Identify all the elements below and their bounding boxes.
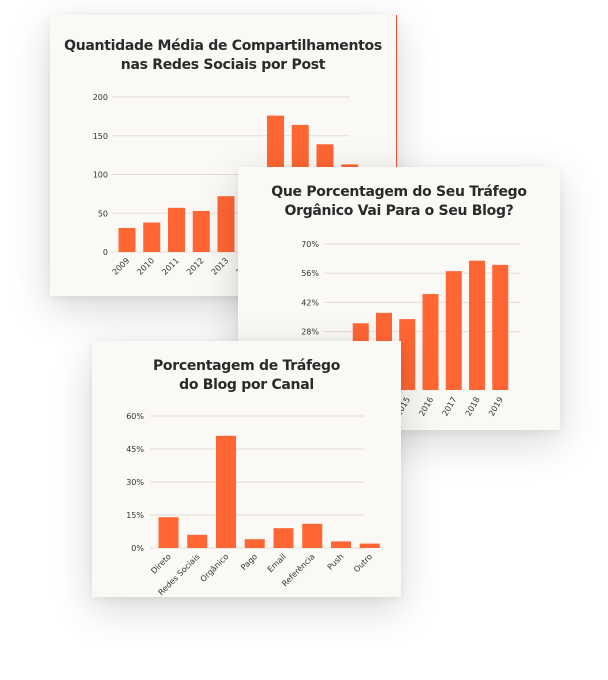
x-tick-label: Orgânico xyxy=(199,552,231,584)
bar xyxy=(118,227,136,252)
x-tick-label: 2009 xyxy=(111,256,132,277)
x-tick-label: Push xyxy=(326,552,346,572)
bar xyxy=(143,222,161,252)
bar xyxy=(492,264,509,390)
y-tick-label: 50 xyxy=(98,209,108,218)
bar xyxy=(445,271,462,390)
x-tick-label: 2016 xyxy=(417,396,435,418)
chart-title-line-1: Que Porcentagem do Seu Tráfego xyxy=(271,184,527,200)
x-tick-label: Pago xyxy=(239,552,259,572)
chart-title-line-2: Orgânico Vai Para o Seu Blog? xyxy=(284,203,514,219)
y-tick-label: 56% xyxy=(301,269,319,278)
chart-title-line-2: do Blog por Canal xyxy=(179,377,314,393)
chart-title-line-1: Quantidade Média de Compartilhamentos xyxy=(64,38,382,54)
chart-title-line-1: Porcentagem de Tráfego xyxy=(152,358,341,374)
y-tick-label: 100 xyxy=(93,171,108,180)
bar xyxy=(168,207,185,252)
x-tick-label: 2019 xyxy=(487,396,505,418)
bar xyxy=(399,319,416,390)
bar xyxy=(187,534,208,548)
y-tick-label: 0 xyxy=(103,248,108,257)
x-tick-label: 2017 xyxy=(441,396,459,418)
y-tick-label: 30% xyxy=(126,478,144,487)
x-tick-label: 2013 xyxy=(210,256,231,277)
chart-card-traffic-by-channel: Porcentagem de Tráfego do Blog por Canal… xyxy=(92,341,401,597)
bar xyxy=(158,517,179,548)
y-tick-label: 45% xyxy=(126,445,144,454)
bar xyxy=(192,210,210,252)
y-tick-label: 28% xyxy=(301,328,319,337)
bar xyxy=(331,541,351,548)
y-tick-label: 0% xyxy=(131,544,144,553)
x-tick-label: 2011 xyxy=(160,256,181,277)
y-tick-label: 60% xyxy=(126,412,144,421)
bar xyxy=(359,543,380,548)
x-tick-label: 2018 xyxy=(464,396,482,418)
bar xyxy=(273,528,294,548)
bar xyxy=(217,196,235,252)
bar xyxy=(422,294,439,390)
bar xyxy=(469,260,485,390)
y-tick-label: 42% xyxy=(301,298,319,307)
x-tick-label: Direto xyxy=(149,552,173,576)
bar xyxy=(216,435,236,548)
x-tick-label: 2010 xyxy=(135,256,156,277)
chart-title: Que Porcentagem do Seu Tráfego Orgânico … xyxy=(238,183,560,221)
bar xyxy=(244,539,265,548)
x-tick-label: 2012 xyxy=(185,256,206,277)
bar xyxy=(302,523,323,548)
y-tick-label: 150 xyxy=(93,132,108,141)
chart-title-line-2: nas Redes Sociais por Post xyxy=(120,57,326,73)
y-tick-label: 200 xyxy=(93,93,108,102)
x-tick-label: Email xyxy=(266,552,288,574)
y-tick-label: 70% xyxy=(301,240,319,249)
y-tick-label: 15% xyxy=(126,511,144,520)
chart-title: Porcentagem de Tráfego do Blog por Canal xyxy=(92,357,401,395)
x-tick-label: Outro xyxy=(352,552,374,574)
chart-title: Quantidade Média de Compartilhamentos na… xyxy=(50,37,396,75)
